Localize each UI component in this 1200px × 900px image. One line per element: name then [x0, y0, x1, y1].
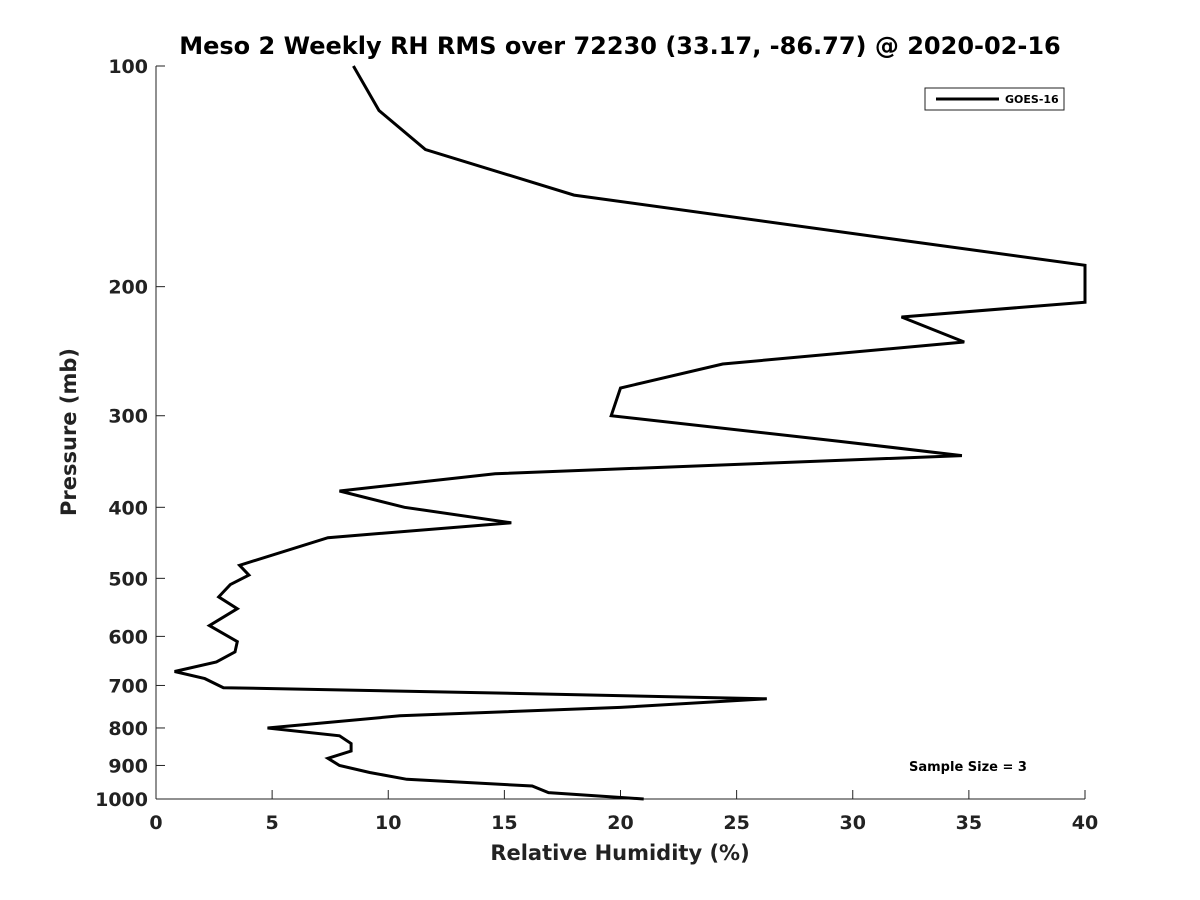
y-axis-label: Pressure (mb) [57, 348, 81, 516]
x-tick-label: 35 [956, 812, 982, 834]
x-tick-label: 10 [375, 812, 401, 834]
x-tick-label: 15 [491, 812, 517, 834]
x-tick-label: 25 [723, 812, 749, 834]
x-ticks: 0 5 10 15 20 25 30 35 40 [149, 790, 1098, 834]
sample-size-annotation: Sample Size = 3 [909, 760, 1027, 775]
series-line-goes-16 [174, 65, 1087, 801]
y-tick-label: 100 [108, 56, 148, 78]
y-tick-label: 400 [108, 497, 148, 519]
x-tick-label: 40 [1072, 812, 1098, 834]
y-tick-label: 200 [108, 277, 148, 299]
y-tick-label: 500 [108, 568, 148, 590]
x-tick-label: 20 [607, 812, 633, 834]
x-tick-label: 30 [840, 812, 866, 834]
y-tick-label: 800 [108, 718, 148, 740]
y-ticks: 100 200 300 400 500 600 700 800 900 1000 [95, 56, 165, 811]
legend: GOES-16 [924, 87, 1065, 111]
y-tick-label: 900 [108, 755, 148, 777]
y-tick-label: 700 [108, 675, 148, 697]
y-tick-label: 1000 [95, 789, 148, 811]
x-tick-label: 5 [266, 812, 279, 834]
y-tick-label: 300 [108, 406, 148, 428]
x-tick-label: 0 [149, 812, 162, 834]
chart-title: Meso 2 Weekly RH RMS over 72230 (33.17, … [179, 32, 1061, 60]
y-tick-label: 600 [108, 626, 148, 648]
legend-entry-goes-16: GOES-16 [1005, 93, 1059, 106]
x-axis-label: Relative Humidity (%) [490, 841, 749, 865]
